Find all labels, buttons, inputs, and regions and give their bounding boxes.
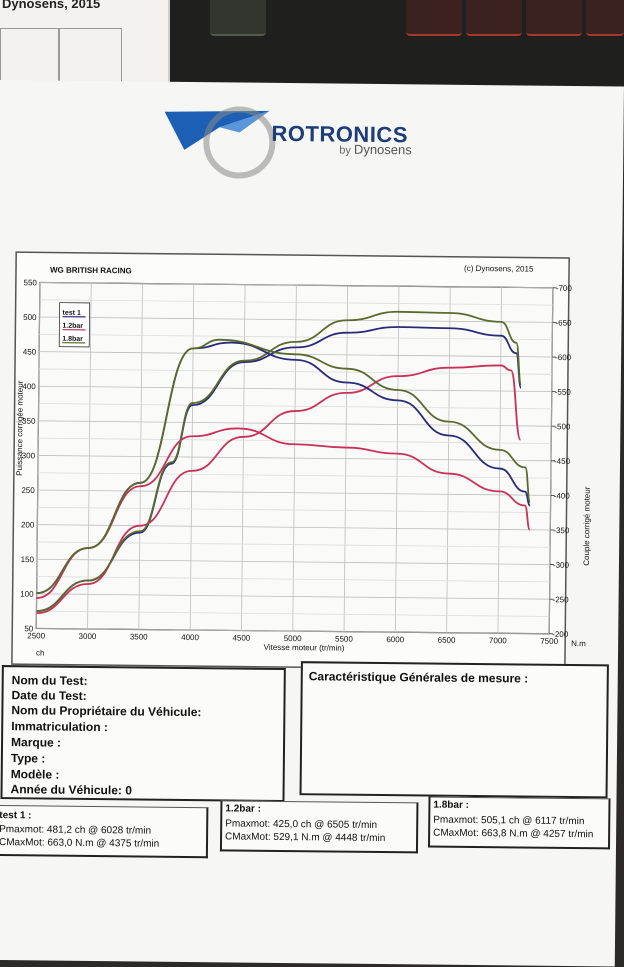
result-box-1-8bar: 1.8bar : Pmaxmot: 505,1 ch @ 6117 tr/min… — [428, 797, 611, 850]
x-axis-label: Vitesse moteur (tr/min) — [264, 643, 345, 653]
measurement-panel: Caractéristique Générales de mesure : — [300, 661, 609, 798]
x-tick-label: 4500 — [232, 633, 250, 642]
y-left-tick-label: 100 — [20, 590, 34, 599]
y-right-tick-label: -550 — [555, 388, 572, 397]
dyno-report-sheet: ROTRONICS by Dynosens WG BRITISH RACING … — [0, 80, 624, 966]
y-left-tick-label: 500 — [23, 313, 37, 322]
y-left-tick-label: 550 — [23, 278, 37, 287]
legend-label: test 1 — [63, 310, 81, 317]
vehicle-year-label: Année du Véhicule: 0 — [11, 782, 132, 797]
y-right-tick-label: -250 — [553, 595, 570, 604]
result-name: test 1 : — [0, 810, 32, 821]
y-right-tick-label: -450 — [554, 457, 571, 466]
x-tick-label: 6000 — [386, 635, 404, 644]
y-left-tick-label: 450 — [23, 347, 37, 356]
result-pmax: Pmaxmot: 425,0 ch @ 6505 tr/min — [225, 818, 377, 831]
measurement-title: Caractéristique Générales de mesure : — [309, 669, 529, 685]
background-keyboard — [170, 0, 624, 88]
y-right-tick-label: -350 — [553, 526, 570, 535]
y-right-tick-label: -300 — [553, 561, 570, 570]
keyboard-key — [210, 0, 266, 36]
y-left-tick-label: 50 — [24, 624, 34, 633]
result-pmax: Pmaxmot: 505,1 ch @ 6117 tr/min — [433, 815, 584, 828]
background-paper: Dynosens, 2015 — [0, 0, 170, 92]
vehicle-info-panel: Nom du Test: Date du Test: Nom du Propri… — [0, 665, 285, 802]
brand-label: Marque : — [11, 735, 61, 750]
owner-label: Nom du Propriétaire du Véhicule: — [11, 703, 201, 719]
chart-title: WG BRITISH RACING — [50, 266, 132, 276]
y-right-tick-label: -600 — [555, 353, 572, 362]
result-pmax: Pmaxmot: 481,2 ch @ 6028 tr/min — [0, 824, 151, 837]
y-right-tick-label: -400 — [554, 491, 571, 500]
x-tick-label: 3000 — [79, 632, 97, 641]
result-cmax: CMaxMot: 663,8 N.m @ 4257 tr/min — [433, 828, 593, 841]
chart-legend: test 1 1.2bar 1.8bar — [59, 303, 89, 347]
y-right-tick-label: -200 — [552, 630, 569, 639]
result-box-1-2bar: 1.2bar : Pmaxmot: 425,0 ch @ 6505 tr/min… — [220, 800, 419, 853]
x-tick-label: 3500 — [130, 632, 148, 641]
test-name-label: Nom du Test: — [12, 673, 88, 688]
keyboard-key — [526, 0, 582, 36]
test-date-label: Date du Test: — [11, 688, 86, 703]
x-tick-label: 6500 — [438, 636, 456, 645]
y-axis-left-label: Puissance corrigée moteur — [15, 380, 25, 476]
y-right-tick-label: -700 — [556, 284, 573, 293]
y-left-tick-label: 150 — [21, 555, 35, 564]
result-cmax: CMaxMot: 529,1 N.m @ 4448 tr/min — [225, 831, 385, 844]
legend-label: 1.8bar — [62, 336, 83, 343]
keyboard-key — [406, 0, 462, 36]
left-unit-label: ch — [36, 648, 45, 657]
y-right-tick-label: -650 — [555, 318, 572, 327]
model-label: Modèle : — [11, 767, 60, 782]
chart-grid — [36, 282, 553, 633]
x-tick-label: 5500 — [335, 635, 353, 644]
type-label: Type : — [11, 751, 46, 765]
x-tick-label: 4000 — [181, 633, 199, 642]
dyno-chart: WG BRITISH RACING (c) Dynosens, 2015 250… — [0, 80, 624, 687]
result-box-test1: test 1 : Pmaxmot: 481,2 ch @ 6028 tr/min… — [0, 805, 208, 858]
result-name: 1.8bar : — [433, 800, 469, 811]
chart-copyright: (c) Dynosens, 2015 — [464, 264, 534, 274]
y-left-tick-label: 250 — [21, 486, 35, 495]
result-name: 1.2bar : — [225, 803, 261, 814]
y-left-tick-label: 200 — [21, 520, 35, 529]
x-tick-label: 5000 — [284, 634, 302, 643]
registration-label: Immatriculation : — [11, 719, 108, 734]
result-cmax: CMaxMot: 663,0 N.m @ 4375 tr/min — [0, 837, 159, 850]
right-unit-label: N.m — [571, 639, 586, 648]
y-right-tick-label: -500 — [554, 422, 571, 431]
background-paper-title: Dynosens, 2015 — [2, 0, 100, 11]
x-tick-label: 7000 — [489, 636, 507, 645]
legend-label: 1.2bar — [62, 323, 83, 330]
keyboard-key — [466, 0, 522, 36]
keyboard-key — [586, 0, 624, 36]
y-axis-right-label: Couple corrigé moteur — [582, 486, 592, 566]
